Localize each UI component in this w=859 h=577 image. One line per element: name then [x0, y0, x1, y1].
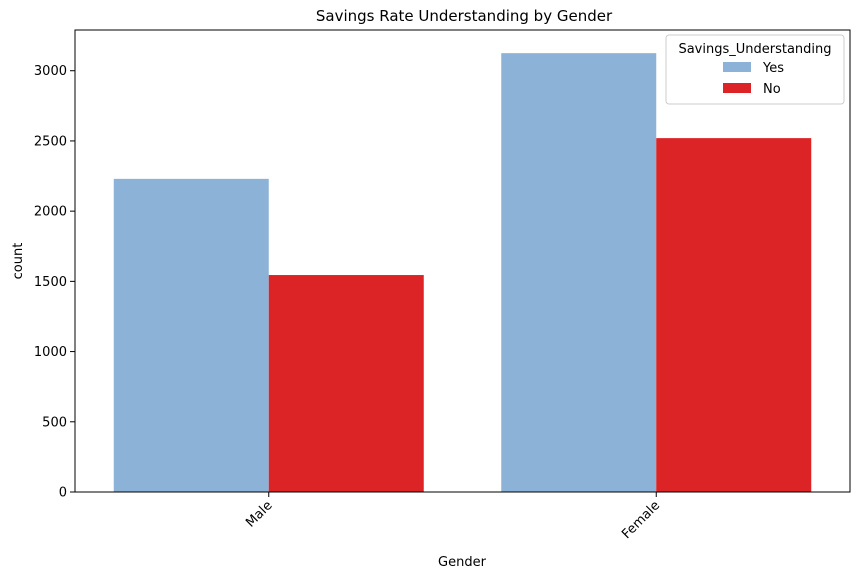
legend: Savings_Understanding Yes No [665, 34, 845, 105]
bar-male-yes [113, 178, 269, 492]
chart-title: Savings Rate Understanding by Gender [316, 7, 613, 25]
y-tick-label: 2000 [34, 205, 67, 220]
y-tick-label: 2500 [34, 134, 67, 149]
bar-female-no [656, 138, 812, 492]
y-tick-label: 1500 [34, 275, 67, 290]
plot-area: 0 500 1000 1500 2000 2500 3000 Male Female [34, 29, 851, 542]
y-tick-label: 500 [42, 415, 67, 430]
legend-label-yes: Yes [762, 61, 784, 76]
y-tick-label: 0 [59, 486, 67, 501]
x-tick-label: Male [243, 498, 275, 530]
legend-label-no: No [763, 82, 781, 97]
y-tick-label: 1000 [34, 345, 67, 360]
x-axis-label: Gender [438, 555, 487, 570]
legend-swatch-no [723, 83, 751, 93]
x-axis: Male Female [243, 492, 663, 542]
bar-male-no [268, 275, 424, 492]
x-tick-label: Female [619, 498, 663, 542]
bars [113, 53, 812, 492]
y-axis: 0 500 1000 1500 2000 2500 3000 [34, 64, 75, 501]
legend-title: Savings_Understanding [678, 42, 831, 57]
plot-frame [74, 29, 851, 493]
y-tick-label: 3000 [34, 64, 67, 79]
legend-swatch-yes [723, 62, 751, 72]
legend-box [665, 34, 845, 105]
y-axis-label: count [11, 243, 26, 280]
bar-female-yes [501, 53, 657, 492]
